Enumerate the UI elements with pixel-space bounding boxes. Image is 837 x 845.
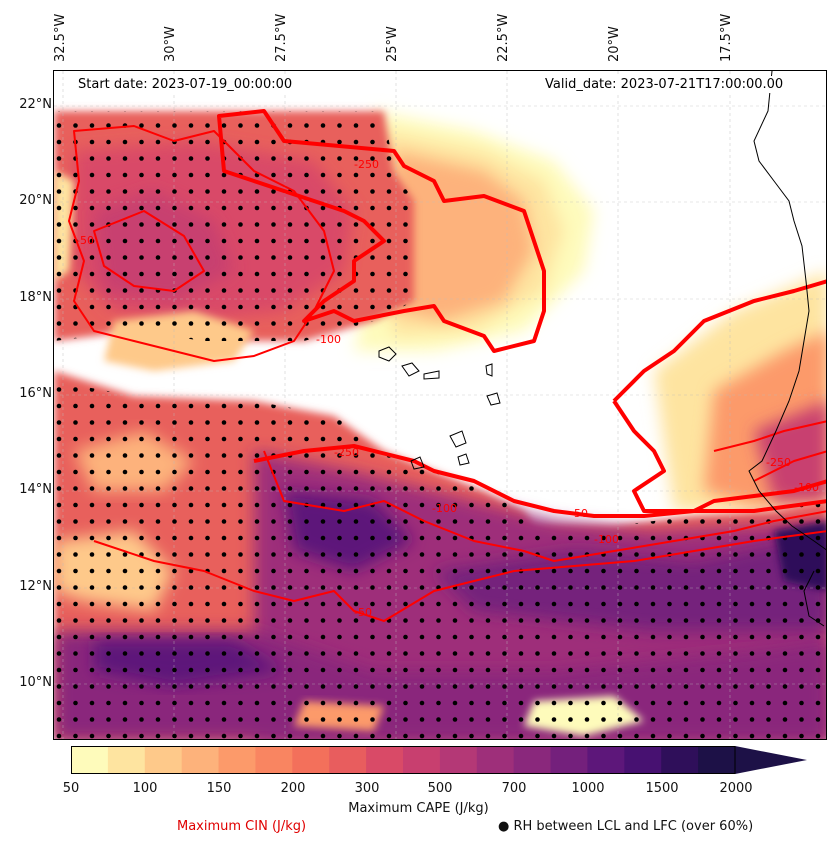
colorbar-segment — [513, 746, 552, 774]
contour-label: -100 — [432, 502, 457, 515]
lat-label-12n: 12°N — [19, 579, 52, 594]
rh-legend-label: ● RH between LCL and LFC (over 60%) — [498, 819, 754, 834]
colorbar-segment — [587, 746, 625, 774]
lat-label-18n: 18°N — [19, 290, 52, 305]
colorbar-segment — [476, 746, 515, 774]
lat-label-22n: 22°N — [19, 97, 52, 112]
cin-contour-labels: -250 -100 -50 -100 -50 -100 -250 -50 -25… — [76, 158, 819, 619]
contour-label: -50 — [354, 606, 372, 619]
coastlines — [378, 71, 826, 627]
lat-label-14n: 14°N — [19, 482, 52, 497]
contour-label: -250 — [334, 446, 359, 459]
lon-label-22.5w: 22.5°W — [496, 13, 511, 62]
cin-contours — [68, 109, 826, 622]
lon-label-20w: 20°W — [607, 26, 622, 62]
colorbar-segment — [550, 746, 588, 774]
contour-label: -100 — [316, 333, 341, 346]
colorbar-extend-arrow — [735, 746, 807, 774]
colorbar-tick: 1500 — [645, 781, 679, 796]
valid-date-label: Valid_date: 2023-07-21T17:00:00.00 — [539, 76, 790, 93]
contour-label: -50 — [570, 507, 588, 520]
colorbar-tick: 50 — [62, 781, 80, 796]
contour-label: -50 — [76, 234, 94, 247]
lon-label-17.5w: 17.5°W — [719, 13, 734, 62]
colorbar-segment — [661, 746, 699, 774]
lat-label-10n: 10°N — [19, 675, 52, 690]
colorbar-label: Maximum CAPE (J/kg) — [348, 801, 489, 816]
map-canvas: -250 -100 -50 -100 -50 -100 -250 -50 -25… — [54, 71, 826, 739]
colorbar-segment — [698, 746, 736, 774]
lon-label-25w: 25°W — [385, 26, 400, 62]
colorbar-segment — [403, 746, 441, 774]
colorbar-tick: 500 — [427, 781, 453, 796]
colorbar-tick: 1000 — [571, 781, 605, 796]
lon-label-30w: 30°W — [163, 26, 178, 62]
colorbar-segment — [181, 746, 220, 774]
lon-label-27.5w: 27.5°W — [274, 13, 289, 62]
lat-label-20n: 20°N — [19, 193, 52, 208]
contour-label: -100 — [794, 481, 819, 494]
colorbar-tick: 300 — [354, 781, 380, 796]
colorbar-segment — [218, 746, 256, 774]
colorbar-segment — [255, 746, 293, 774]
cin-legend-label: Maximum CIN (J/kg) — [177, 819, 307, 834]
colorbar-segment — [329, 746, 367, 774]
contour-label: -100 — [594, 533, 619, 546]
contour-label: -250 — [766, 456, 791, 469]
colorbar-segment — [144, 746, 183, 774]
colorbar-tick: 2000 — [719, 781, 753, 796]
colorbar-segment — [366, 746, 404, 774]
colorbar-segment — [71, 746, 109, 774]
colorbar-segment — [624, 746, 662, 774]
colorbar-tick: 700 — [501, 781, 527, 796]
lon-label-32.5w: 32.5°W — [53, 13, 68, 62]
colorbar-segment — [439, 746, 478, 774]
contour-label: -250 — [354, 158, 379, 171]
colorbar-tick: 100 — [132, 781, 158, 796]
colorbar-tick: 150 — [206, 781, 232, 796]
map-panel: -250 -100 -50 -100 -50 -100 -250 -50 -25… — [53, 70, 827, 740]
start-date-label: Start date: 2023-07-19_00:00:00 — [72, 76, 299, 93]
lat-label-16n: 16°N — [19, 386, 52, 401]
colorbar-segment — [107, 746, 146, 774]
colorbar-segment — [292, 746, 330, 774]
colorbar-tick: 200 — [280, 781, 306, 796]
cape-colorbar — [71, 746, 807, 774]
